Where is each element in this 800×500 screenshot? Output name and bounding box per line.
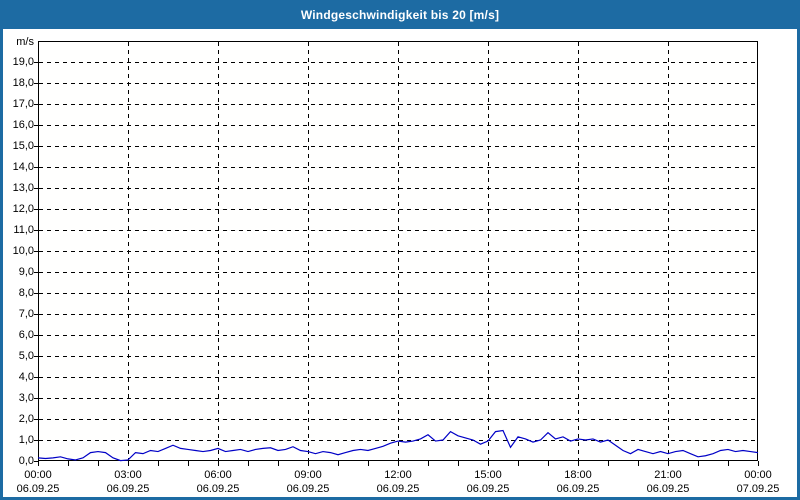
y-tick-label: 14,0 [12,161,34,173]
x-tick-time-label: 18:00 [564,469,592,481]
y-tick-label: 5,0 [18,350,34,362]
x-tick-date-label: 07.09.25 [736,483,780,495]
x-tick-time-label: 00:00 [744,469,772,481]
x-tick-date-label: 06.09.25 [196,483,240,495]
x-tick-time-label: 21:00 [654,469,682,481]
y-tick-label: 18,0 [12,77,34,89]
y-tick-label: 10,0 [12,245,34,257]
x-tick-time-label: 12:00 [384,469,412,481]
title-bar: Windgeschwindigkeit bis 20 [m/s] [0,0,800,29]
chart-title: Windgeschwindigkeit bis 20 [m/s] [300,7,500,22]
y-tick-label: 15,0 [12,140,34,152]
x-tick-date-label: 06.09.25 [106,483,150,495]
y-tick-label: 13,0 [12,182,34,194]
y-tick-label: 2,0 [18,413,34,425]
x-tick-time-label: 00:00 [24,469,52,481]
y-tick-label: 6,0 [18,329,34,341]
x-tick-date-label: 06.09.25 [646,483,690,495]
y-tick-label: 3,0 [18,392,34,404]
y-tick-label: 19,0 [12,56,34,68]
x-tick-time-label: 09:00 [294,469,322,481]
x-tick-date-label: 06.09.25 [286,483,330,495]
x-tick-date-label: 06.09.25 [556,483,600,495]
y-tick-label: 12,0 [12,203,34,215]
y-tick-label: 17,0 [12,98,34,110]
y-tick-label: 4,0 [18,371,34,383]
x-tick-date-label: 06.09.25 [376,483,420,495]
y-tick-label: 9,0 [18,266,34,278]
x-tick-date-label: 06.09.25 [466,483,510,495]
y-tick-label: 1,0 [18,434,34,446]
y-tick-label: 8,0 [18,287,34,299]
x-tick-time-label: 03:00 [114,469,142,481]
y-tick-label: 0,0 [18,455,34,467]
x-tick-time-label: 06:00 [204,469,232,481]
x-tick-time-label: 15:00 [474,469,502,481]
y-tick-label: 16,0 [12,119,34,131]
wind-speed-series-line [37,429,759,462]
y-axis-unit-label: m/s [16,36,34,48]
y-tick-label: 7,0 [18,308,34,320]
y-tick-label: 11,0 [13,224,34,236]
x-tick-date-label: 06.09.25 [16,483,60,495]
